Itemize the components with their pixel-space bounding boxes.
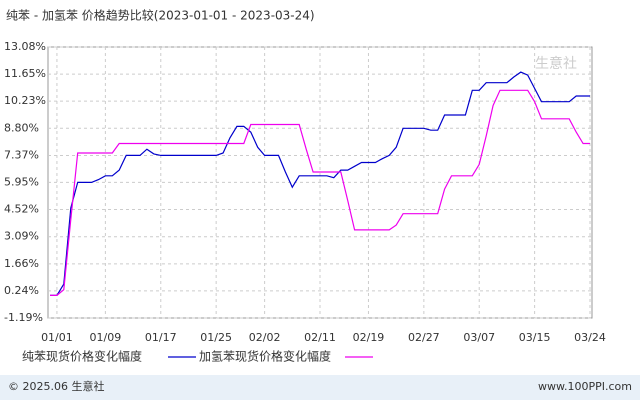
y-tick-label: 10.23% bbox=[4, 94, 46, 107]
y-tick-label: 8.80% bbox=[4, 121, 39, 134]
chart-title: 纯苯 - 加氢苯 价格趋势比较(2023-01-01 - 2023-03-24) bbox=[6, 8, 315, 23]
series-line bbox=[50, 71, 590, 296]
y-tick-label: 3.09% bbox=[4, 230, 39, 243]
watermark: 生意社 bbox=[535, 55, 577, 72]
series-line bbox=[50, 89, 590, 296]
x-tick-label: 01/01 bbox=[41, 331, 73, 344]
x-tick-label: 02/11 bbox=[304, 331, 336, 344]
y-tick-label: 4.52% bbox=[4, 203, 39, 216]
x-tick-label: 02/02 bbox=[249, 331, 281, 344]
y-tick-label: 0.24% bbox=[4, 284, 39, 297]
x-tick-label: 03/24 bbox=[574, 331, 606, 344]
footer-right: www.100PPI.com bbox=[538, 380, 632, 393]
x-tick-label: 03/07 bbox=[463, 331, 495, 344]
y-tick-label: 11.65% bbox=[4, 67, 46, 80]
legend-label: 加氢苯现货价格变化幅度 bbox=[199, 349, 331, 364]
y-tick-label: 1.66% bbox=[4, 257, 39, 270]
y-tick-label: -1.19% bbox=[4, 311, 43, 324]
y-tick-label: 5.95% bbox=[4, 175, 39, 188]
x-tick-label: 01/09 bbox=[90, 331, 122, 344]
x-tick-label: 02/19 bbox=[353, 331, 385, 344]
footer-band bbox=[0, 375, 640, 400]
x-tick-label: 02/27 bbox=[408, 331, 440, 344]
y-tick-label: 7.37% bbox=[4, 148, 39, 161]
legend-label: 纯苯现货价格变化幅度 bbox=[22, 349, 142, 364]
x-tick-label: 01/25 bbox=[200, 331, 232, 344]
y-tick-label: 13.08% bbox=[4, 40, 46, 53]
x-tick-label: 01/17 bbox=[145, 331, 177, 344]
x-tick-label: 03/15 bbox=[519, 331, 551, 344]
footer-left: © 2025.06 生意社 bbox=[8, 379, 104, 393]
